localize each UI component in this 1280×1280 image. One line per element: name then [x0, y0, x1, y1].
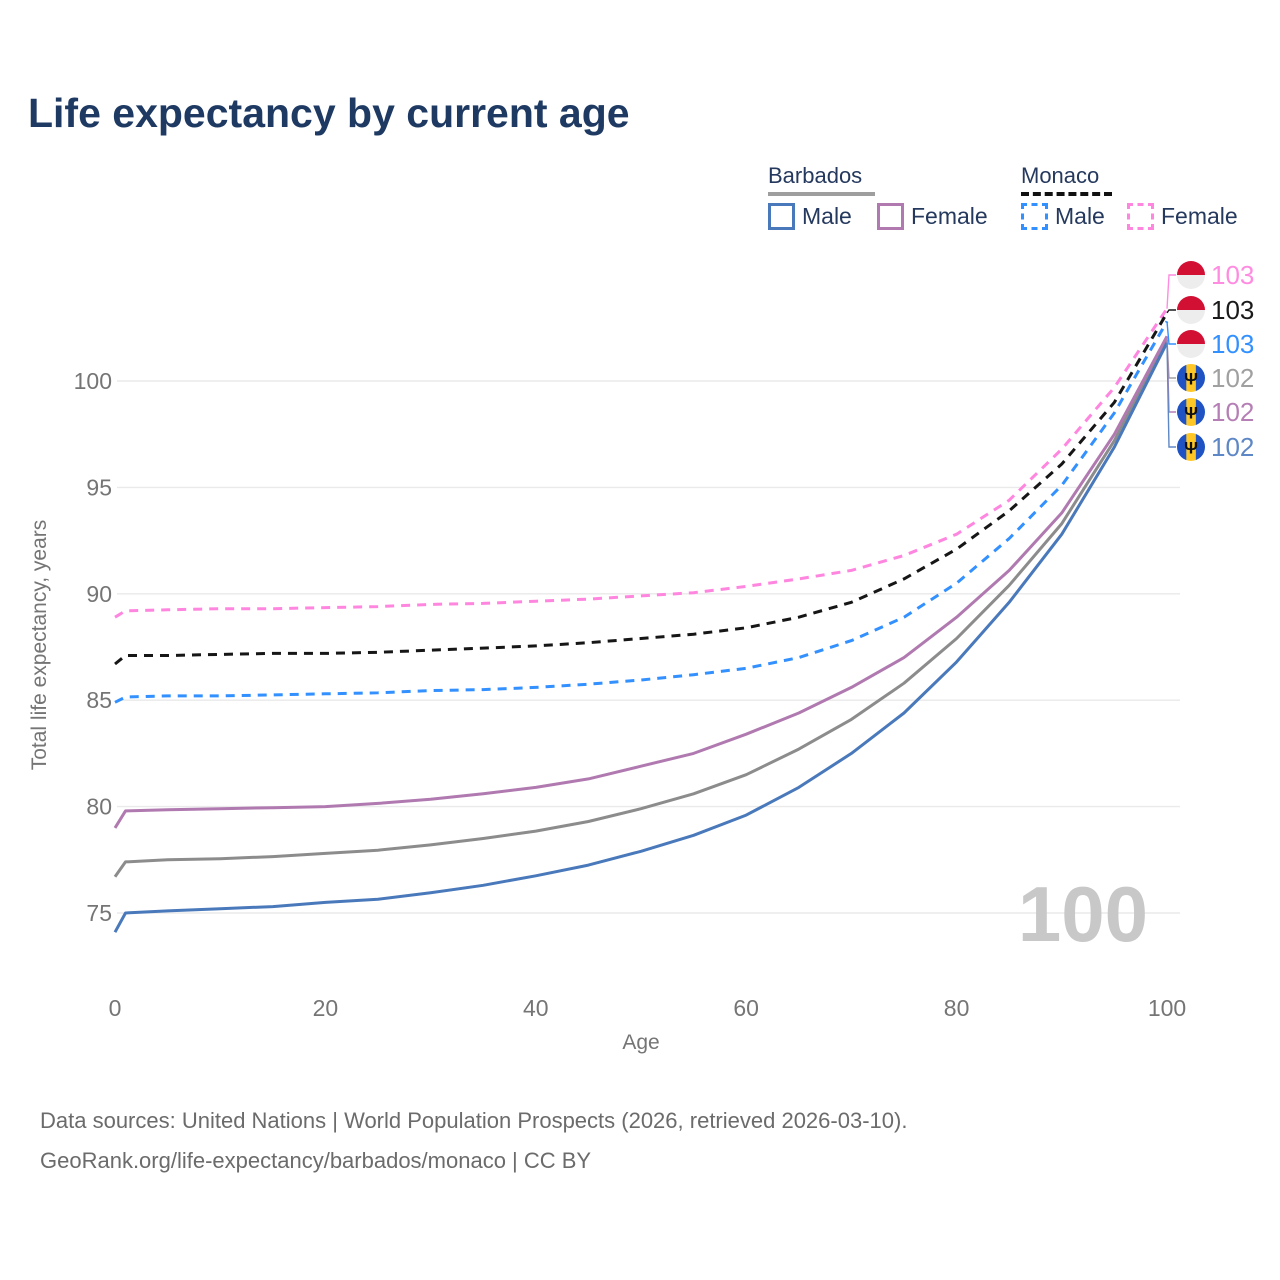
- svg-text:85: 85: [86, 687, 112, 713]
- series-line-barbados-total: [113, 338, 1169, 878]
- footer-data-sources: Data sources: United Nations | World Pop…: [40, 1108, 908, 1133]
- legend-label: Female: [1161, 203, 1238, 229]
- svg-text:80: 80: [86, 794, 112, 820]
- barbados-flag-icon: Ψ: [1177, 433, 1205, 461]
- svg-text:100: 100: [1148, 995, 1186, 1021]
- barbados-male-swatch-icon: [768, 203, 795, 230]
- legend-item-barbados-female[interactable]: Female: [877, 203, 988, 230]
- monaco-dashed-line-swatch: [1021, 192, 1112, 196]
- svg-text:100: 100: [74, 368, 112, 394]
- monaco-male-swatch-icon: [1021, 203, 1048, 230]
- leader-line: [1166, 342, 1176, 448]
- legend-item-barbados-male[interactable]: Male: [768, 203, 852, 230]
- y-axis-tick-labels: 75 80 85 90 95 100: [74, 368, 112, 926]
- svg-text:20: 20: [313, 995, 339, 1021]
- legend-label: Female: [911, 203, 988, 229]
- svg-text:0: 0: [109, 995, 122, 1021]
- end-labels: 103 103 103 Ψ 102 Ψ 102 Ψ 102: [1166, 260, 1254, 462]
- legend-group-barbados[interactable]: Barbados: [768, 163, 875, 196]
- barbados-female-swatch-icon: [877, 203, 904, 230]
- svg-text:95: 95: [86, 474, 112, 500]
- leader-line: [1166, 274, 1176, 309]
- end-value-label: 103: [1211, 329, 1254, 359]
- legend-label: Male: [802, 203, 852, 229]
- monaco-flag-icon: [1177, 296, 1205, 324]
- legend-item-monaco-female[interactable]: Female: [1127, 203, 1238, 230]
- series-line-monaco-male: [114, 320, 1169, 704]
- svg-text:Ψ: Ψ: [1184, 370, 1198, 389]
- svg-text:75: 75: [86, 900, 112, 926]
- svg-text:90: 90: [86, 581, 112, 607]
- monaco-female-swatch-icon: [1127, 203, 1154, 230]
- monaco-flag-icon: [1177, 261, 1205, 289]
- end-value-label: 103: [1211, 295, 1254, 325]
- svg-text:80: 80: [944, 995, 970, 1021]
- barbados-flag-icon: Ψ: [1177, 364, 1205, 392]
- plot-area[interactable]: [115, 270, 1180, 930]
- leader-line: [1166, 309, 1176, 314]
- monaco-flag-icon: [1177, 330, 1205, 358]
- footer-attribution: GeoRank.org/life-expectancy/barbados/mon…: [40, 1148, 592, 1173]
- series-line-monaco-female: [114, 307, 1169, 619]
- x-axis-tick-labels: 0 20 40 60 80 100: [109, 995, 1187, 1021]
- y-axis-label: Total life expectancy, years: [28, 520, 51, 771]
- end-value-label: 102: [1211, 363, 1254, 393]
- legend-country-monaco: Monaco: [1021, 163, 1100, 188]
- legend-item-monaco-male[interactable]: Male: [1021, 203, 1105, 230]
- svg-text:40: 40: [523, 995, 549, 1021]
- barbados-solid-line-swatch: [768, 192, 875, 196]
- watermark-100: 100: [1018, 870, 1148, 958]
- leader-line: [1166, 321, 1176, 345]
- end-value-label: 102: [1211, 397, 1254, 427]
- x-axis-label: Age: [622, 1031, 659, 1054]
- page-title: Life expectancy by current age: [28, 90, 630, 136]
- end-value-label: 103: [1211, 260, 1254, 290]
- end-value-label: 102: [1211, 432, 1254, 462]
- legend-label: Male: [1055, 203, 1105, 229]
- series-line-monaco-total: [114, 312, 1169, 666]
- svg-text:60: 60: [733, 995, 759, 1021]
- svg-text:Ψ: Ψ: [1184, 404, 1198, 423]
- series-lines: [113, 307, 1169, 933]
- legend-country-barbados: Barbados: [768, 163, 863, 188]
- legend-group-monaco[interactable]: Monaco: [1021, 163, 1112, 196]
- series-line-barbados-male: [113, 342, 1169, 933]
- svg-text:Ψ: Ψ: [1184, 439, 1198, 458]
- series-line-barbados-female: [113, 335, 1169, 829]
- barbados-flag-icon: Ψ: [1177, 398, 1205, 426]
